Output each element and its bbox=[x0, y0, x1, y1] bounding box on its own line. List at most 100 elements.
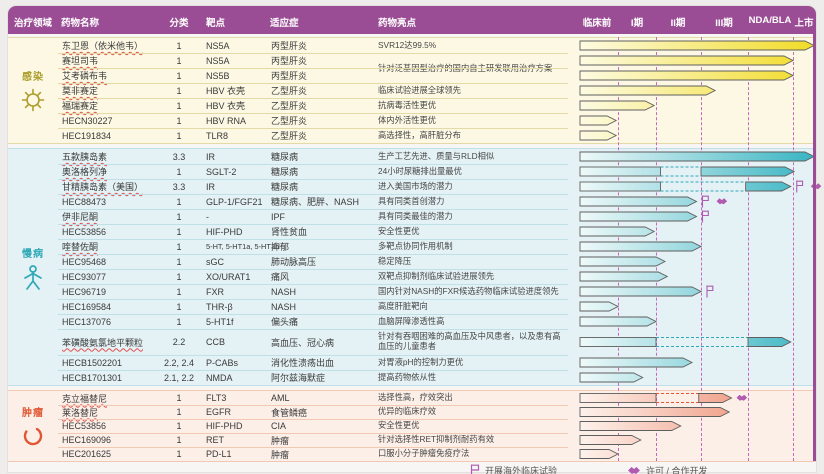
drug-highlight: 对胃液pH的控制力更优 bbox=[378, 356, 464, 367]
drug-class: 1 bbox=[176, 115, 182, 126]
drug-name: HEC191834 bbox=[62, 130, 112, 141]
drug-name: HEC95468 bbox=[62, 256, 107, 267]
drug-indication: 糖尿病、肥胖、NASH bbox=[271, 197, 360, 207]
drug-target: IR bbox=[206, 151, 215, 162]
drug-name: HEC53856 bbox=[62, 421, 107, 431]
drug-highlight: 安全性更优 bbox=[378, 420, 420, 431]
drug-indication: 糖尿病 bbox=[271, 152, 299, 162]
table-body: 感染 东卫恩（依米他韦） 1 NS5A 丙型肝炎 SVR12达99.5% 赛坦司韦 1 NS5A… bbox=[8, 37, 822, 466]
drug-indication: 肿瘤 bbox=[271, 435, 290, 446]
phase-header-market: 上市 bbox=[794, 18, 814, 29]
drug-class: 3.3 bbox=[172, 181, 186, 192]
phase-header-phase2: II期 bbox=[670, 18, 686, 29]
flag-icon bbox=[701, 195, 709, 208]
drug-highlight: 安全性更优 bbox=[378, 225, 420, 236]
progress-bar bbox=[579, 85, 717, 96]
drug-indication: CIA bbox=[271, 421, 287, 431]
drug-class: 1 bbox=[176, 196, 182, 207]
drug-highlight: 国内针对NASH的FXR候选药物临床试验进度领先 bbox=[378, 285, 559, 296]
drug-highlight: 进入美国市场的潜力 bbox=[378, 180, 453, 191]
col-header-highlight: 药物亮点 bbox=[378, 18, 417, 29]
phase-progress-cell bbox=[568, 83, 816, 98]
phase-header-nda-bla: NDA/BLA bbox=[748, 15, 792, 26]
drug-target: HIF-PHD bbox=[206, 226, 243, 237]
phase-progress-cell bbox=[568, 269, 816, 284]
progress-bar bbox=[579, 210, 709, 223]
pipeline-row: 赛坦司韦 1 NS5A 丙型肝炎 针对泛基因型治疗的国内自主研发联用治疗方案 bbox=[58, 53, 816, 72]
drug-class: 1 bbox=[176, 226, 182, 237]
drug-indication: NASH bbox=[271, 286, 297, 297]
pipeline-row: 福瑞赛定 1 HBV 衣壳 乙型肝炎 抗病毒活性更优 bbox=[58, 98, 816, 114]
pipeline-row: 东卫恩（依米他韦） 1 NS5A 丙型肝炎 SVR12达99.5% bbox=[58, 38, 816, 54]
phase-progress-cell bbox=[568, 329, 816, 355]
drug-indication: 乙型肝炎 bbox=[271, 131, 308, 141]
drug-class: 1 bbox=[176, 435, 182, 445]
drug-name: 艾考磷布韦 bbox=[62, 71, 108, 81]
progress-bar bbox=[579, 40, 816, 51]
pipeline-row: 苯磺酸氨氯地平颗粒 2.2 CCB 高血压、冠心病 针对有吞咽困难的高血压及中风患者，以… bbox=[58, 329, 816, 356]
drug-indication: 丙型肝炎 bbox=[271, 71, 308, 81]
drug-indication: 肿瘤 bbox=[271, 449, 290, 460]
legend-item-license: 许可 / 合作开发 bbox=[627, 464, 708, 474]
phase-progress-cell bbox=[568, 405, 816, 419]
drug-highlight: 多靶点协同作用机制 bbox=[378, 240, 453, 251]
drug-indication: 乙型肝炎 bbox=[271, 101, 308, 111]
col-header-area: 治疗领域 bbox=[13, 18, 53, 29]
drug-indication: 抑郁 bbox=[271, 242, 290, 252]
pipeline-row: 莫非赛定 1 HBV 衣壳 乙型肝炎 临床试验进展全球领先 bbox=[58, 83, 816, 99]
drug-class: 1 bbox=[176, 100, 182, 111]
phase-progress-cell bbox=[568, 164, 816, 179]
drug-class: 1 bbox=[176, 85, 182, 96]
therapy-area-chronic: 慢病 bbox=[8, 149, 58, 385]
drug-indication: 乙型肝炎 bbox=[271, 116, 308, 126]
drug-class: 1 bbox=[176, 211, 182, 222]
pipeline-row: HEC201625 1 PD-L1 肿瘤 口服小分子肿瘤免疫疗法 bbox=[58, 447, 816, 461]
pipeline-row: 甘精胰岛素（美国） 3.3 IR 糖尿病 进入美国市场的潜力 bbox=[58, 179, 822, 195]
section-chronic: 慢病 五款胰岛素 3.3 IR 糖尿病 生产工艺先进、质量与RLD相似奥洛格列净 1 SGLT… bbox=[8, 148, 822, 386]
drug-highlight: 提高药物依从性 bbox=[378, 371, 437, 382]
drug-name: HECB1701301 bbox=[62, 372, 123, 383]
drug-highlight: 具有同类最佳的潜力 bbox=[378, 210, 453, 221]
progress-bar bbox=[579, 241, 703, 252]
drug-target: HIF-PHD bbox=[206, 421, 243, 431]
phase-progress-cell bbox=[568, 314, 816, 329]
drug-highlight: 24小时尿糖排出量最优 bbox=[378, 165, 462, 176]
drug-highlight: 生产工艺先进、质量与RLD相似 bbox=[378, 150, 495, 161]
right-border-bar bbox=[813, 34, 816, 461]
phase-progress-cell bbox=[568, 53, 816, 68]
legend-label: 许可 / 合作开发 bbox=[646, 465, 708, 474]
drug-highlight: 针对有吞咽困难的高血压及中风患者，以及患有高血压的儿童患者 bbox=[378, 331, 561, 351]
drug-indication: NASH bbox=[271, 301, 297, 312]
phase-progress-cell bbox=[568, 224, 816, 239]
progress-bar bbox=[579, 357, 694, 368]
progress-bar bbox=[579, 435, 642, 445]
drug-highlight: 口服小分子肿瘤免疫疗法 bbox=[378, 448, 470, 459]
progress-bar bbox=[579, 226, 656, 237]
drug-name: 五款胰岛素 bbox=[62, 152, 108, 162]
drug-target: NMDA bbox=[206, 372, 233, 383]
progress-bar bbox=[579, 285, 714, 298]
progress-bar bbox=[579, 393, 748, 403]
pipeline-row: 伊非尼酮 1 - IPF 具有同类最佳的潜力 bbox=[58, 209, 816, 225]
pipeline-row: HEC88473 1 GLP-1/FGF21 糖尿病、肥胖、NASH 具有同类首创潜力 bbox=[58, 194, 816, 210]
pipeline-row: HECB1502201 2.2, 2.4 P-CABs 消化性溃疡出血 对胃液pH的控制… bbox=[58, 355, 816, 371]
drug-name: 苯磺酸氨氯地平颗粒 bbox=[62, 337, 144, 348]
phase-header-phase3: III期 bbox=[715, 18, 733, 29]
progress-bar bbox=[579, 100, 656, 111]
phase-progress-cell bbox=[568, 113, 816, 128]
phase-progress-cell bbox=[568, 284, 816, 299]
drug-class: 1 bbox=[176, 316, 182, 327]
drug-class: 1 bbox=[176, 55, 182, 66]
phase-header-phase1: I期 bbox=[630, 18, 644, 29]
pipeline-row: 奥洛格列净 1 SGLT-2 糖尿病 24小时尿糖排出量最优 bbox=[58, 164, 816, 180]
drug-name: 莱洛替尼 bbox=[62, 407, 99, 418]
pipeline-table: 治疗领域 药物名称 分类 靶点 适应症 药物亮点 临床前 I期 II期 III期… bbox=[8, 6, 822, 474]
drug-name: 甘精胰岛素（美国） bbox=[62, 182, 144, 192]
drug-name: HEC93077 bbox=[62, 271, 107, 282]
drug-name: 喹替佐酮 bbox=[62, 242, 99, 252]
drug-class: 1 bbox=[176, 166, 182, 177]
phase-progress-cell bbox=[568, 149, 816, 164]
pipeline-row: HECB1701301 2.1, 2.2 NMDA 阿尔兹海默症 提高药物依从性 bbox=[58, 370, 816, 385]
drug-target: XO/URAT1 bbox=[206, 271, 251, 282]
